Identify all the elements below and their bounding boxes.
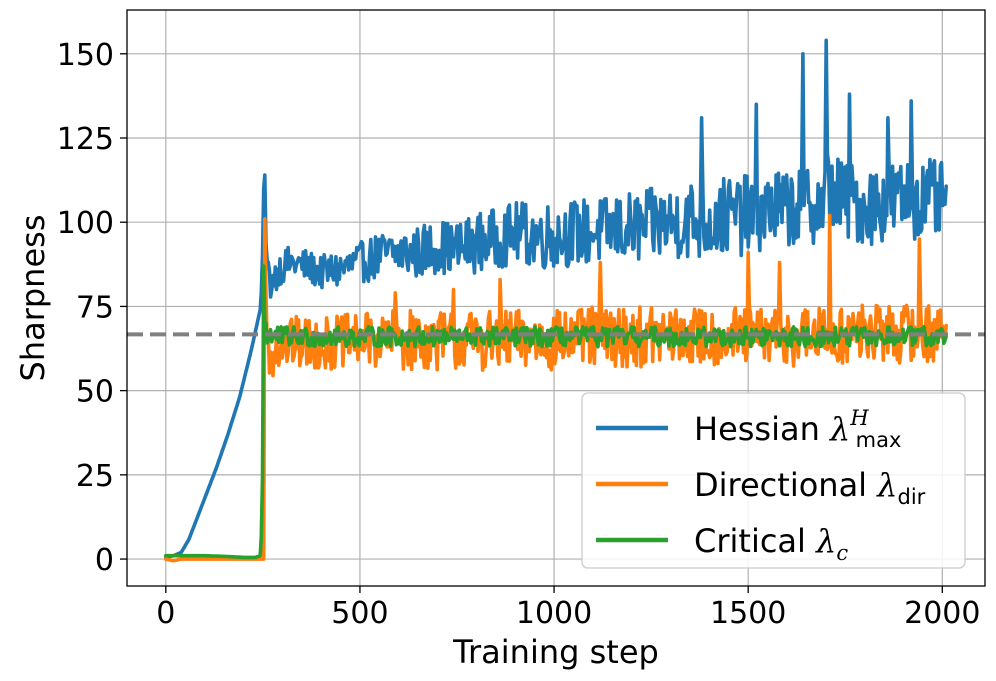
x-tick-label: 0 (156, 596, 175, 631)
x-tick-label: 2000 (904, 596, 980, 631)
x-tick-label: 1000 (516, 596, 592, 631)
y-tick-label: 150 (57, 38, 114, 73)
y-tick-label: 25 (76, 459, 114, 494)
series-line-directional (164, 213, 948, 563)
plot-frame (126, 9, 986, 587)
ticks: 0 500 1000 1500 2000 0 25 50 75 100 125 150 (57, 38, 981, 631)
legend-label-critical: Critical λc (694, 522, 848, 565)
y-tick-label: 0 (95, 543, 114, 578)
legend-label-hessian: Hessian λH max (694, 406, 901, 452)
y-tick-label: 75 (76, 290, 114, 325)
y-tick-label: 100 (57, 206, 114, 241)
legend: Hessian λH max Directional λdir Critical λc (581, 392, 966, 569)
x-tick-label: 500 (331, 596, 388, 631)
y-axis-label: Sharpness (14, 215, 52, 382)
series-line-hessian (164, 38, 948, 560)
y-tick-label: 125 (57, 122, 114, 157)
legend-box (581, 392, 966, 569)
x-tick-label: 1500 (710, 596, 786, 631)
y-tick-label: 50 (76, 375, 114, 410)
x-axis-label: Training step (452, 633, 659, 671)
legend-label-directional: Directional λdir (694, 466, 926, 509)
